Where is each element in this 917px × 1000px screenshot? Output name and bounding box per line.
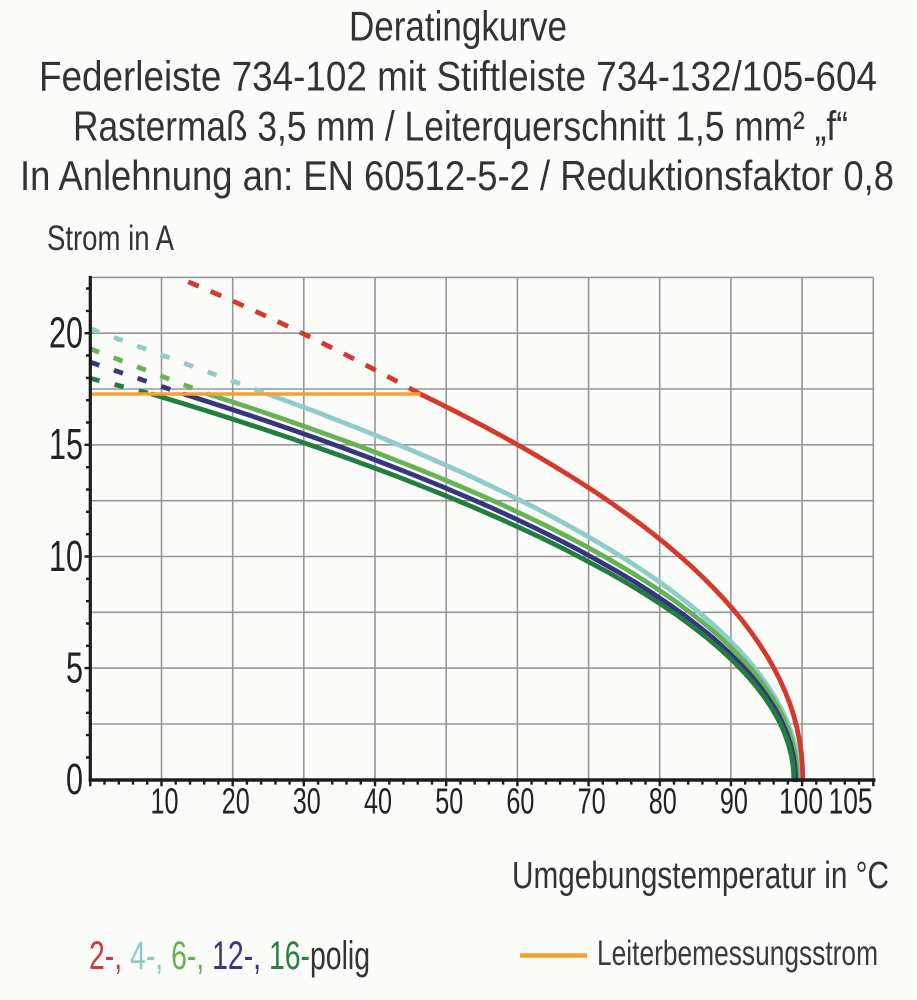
svg-text:10: 10 [49, 532, 83, 581]
svg-text:Leiterbemessungsstrom: Leiterbemessungsstrom [597, 934, 878, 973]
svg-text:30: 30 [293, 781, 321, 822]
svg-text:Umgebungstemperatur in °C: Umgebungstemperatur in °C [512, 855, 889, 897]
svg-text:20: 20 [222, 781, 250, 822]
svg-text:In Anlehnung an: EN 60512-5-2: In Anlehnung an: EN 60512-5-2 / Reduktio… [20, 152, 894, 199]
svg-text:100: 100 [779, 781, 823, 822]
svg-text:50: 50 [435, 781, 463, 822]
svg-text:5: 5 [66, 643, 83, 692]
svg-text:2-, 4-, 6-, 12-, 16-polig: 2-, 4-, 6-, 12-, 16-polig [89, 934, 370, 978]
svg-text:80: 80 [649, 781, 677, 822]
svg-text:15: 15 [49, 420, 83, 469]
svg-text:Strom in A: Strom in A [47, 219, 175, 258]
svg-text:20: 20 [49, 309, 83, 358]
svg-text:Federleiste 734-102 mit Stiftl: Federleiste 734-102 mit Stiftleiste 734-… [39, 53, 877, 100]
svg-text:105: 105 [829, 781, 873, 822]
svg-text:Deratingkurve: Deratingkurve [349, 3, 567, 50]
svg-text:90: 90 [720, 781, 748, 822]
svg-text:60: 60 [506, 781, 534, 822]
svg-text:70: 70 [578, 781, 606, 822]
svg-text:40: 40 [364, 781, 392, 822]
svg-text:10: 10 [151, 781, 179, 822]
svg-text:Rastermaß 3,5 mm / Leiterquers: Rastermaß 3,5 mm / Leiterquerschnitt 1,5… [73, 102, 848, 149]
svg-text:0: 0 [66, 755, 83, 804]
